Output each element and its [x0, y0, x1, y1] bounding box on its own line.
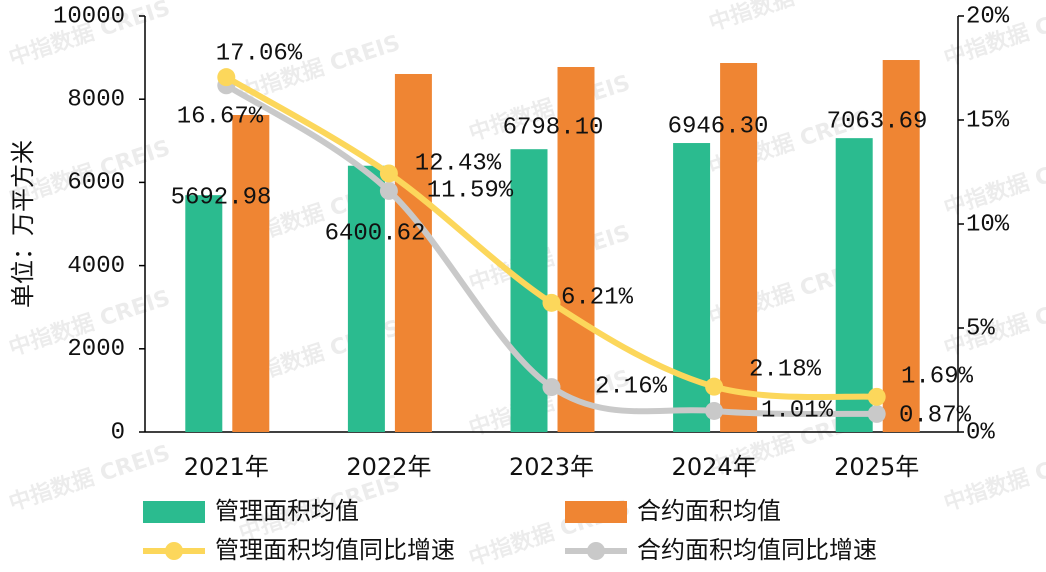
data-label: 11.59%: [427, 177, 514, 204]
x-tick-label: 2023年: [509, 453, 594, 481]
bar: [835, 138, 873, 432]
data-label: 5692.98: [171, 184, 272, 211]
legend-swatch: [565, 501, 627, 523]
data-label: 12.43%: [415, 150, 502, 177]
y-tick-label: 2000: [67, 336, 125, 363]
y-tick-label: 4000: [67, 253, 125, 280]
data-label: 2.16%: [595, 373, 668, 400]
line-marker: [867, 387, 886, 406]
legend-swatch: [165, 542, 183, 560]
watermark: 中指数据 CREIS: [706, 0, 874, 36]
data-label: 0.87%: [899, 402, 972, 429]
x-tick-label: 2021年: [184, 453, 269, 481]
bar: [882, 60, 920, 433]
data-label: 6.21%: [561, 284, 634, 311]
y-axis-label: 单位：万平方米: [9, 140, 37, 308]
bar: [720, 63, 758, 433]
legend-swatch: [587, 542, 605, 560]
line-marker: [542, 378, 561, 397]
x-tick-label: 2024年: [672, 453, 757, 481]
data-label: 1.01%: [761, 397, 834, 424]
bar: [185, 195, 223, 432]
watermark: 中指数据 CREIS: [941, 145, 1046, 222]
data-label: 1.69%: [901, 363, 974, 390]
y2-tick-label: 0%: [966, 419, 995, 446]
data-label: 6400.62: [325, 220, 426, 247]
line-marker: [379, 181, 398, 200]
y2-tick-label: 5%: [966, 315, 995, 342]
bar: [232, 115, 270, 433]
data-label: 7063.69: [827, 108, 928, 135]
data-label: 6946.30: [668, 113, 769, 140]
bar: [673, 143, 711, 432]
legend-label: 管理面积均值: [215, 497, 359, 525]
bar: [394, 73, 432, 432]
line-marker: [542, 293, 561, 312]
data-label: 2.18%: [749, 356, 822, 383]
line: [224, 82, 877, 417]
x-tick-label: 2025年: [834, 453, 919, 481]
y2-tick-label: 20%: [966, 3, 1010, 30]
legend-label: 管理面积均值同比增速: [215, 536, 455, 564]
data-label: 16.67%: [177, 103, 264, 130]
bar: [557, 67, 595, 433]
x-tick-label: 2022年: [346, 453, 431, 481]
line-marker: [217, 68, 236, 87]
y-tick-label: 10000: [53, 3, 125, 30]
y-tick-label: 6000: [67, 170, 125, 197]
y-tick-label: 8000: [67, 87, 125, 114]
line-marker: [379, 164, 398, 183]
y2-tick-label: 15%: [966, 107, 1010, 134]
legend-label: 合约面积均值同比增速: [637, 536, 877, 564]
bar: [347, 165, 385, 433]
y-tick-label: 0: [111, 419, 125, 446]
line-marker: [705, 401, 724, 420]
watermark: 中指数据 CREIS: [941, 440, 1046, 517]
line-marker: [867, 404, 886, 423]
data-label: 17.06%: [216, 40, 303, 67]
legend-swatch: [143, 501, 205, 523]
legend-label: 合约面积均值: [637, 497, 781, 525]
line-marker: [705, 377, 724, 396]
y2-tick-label: 10%: [966, 211, 1010, 238]
data-label: 6798.10: [503, 114, 604, 141]
